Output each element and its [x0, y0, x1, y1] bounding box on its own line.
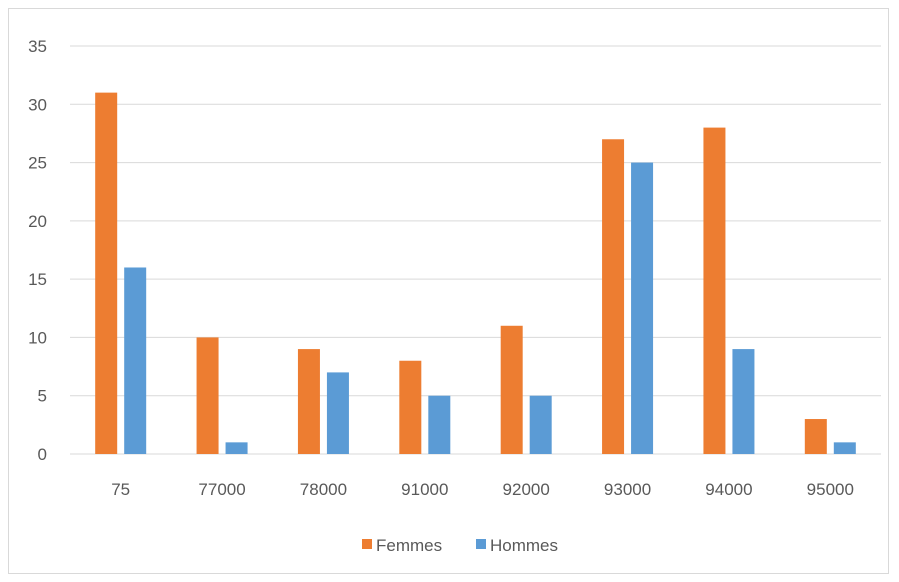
y-tick-label: 0: [38, 445, 47, 464]
x-tick-label: 75: [111, 480, 130, 499]
y-tick-label: 10: [28, 328, 47, 347]
chart-frame: [8, 8, 889, 574]
x-tick-label: 78000: [300, 480, 347, 499]
bar-hommes-75: [124, 267, 147, 454]
y-tick-label: 15: [28, 270, 47, 289]
x-tick-label: 95000: [807, 480, 854, 499]
bar-femmes-93000: [602, 139, 625, 454]
bar-femmes-91000: [399, 360, 422, 454]
x-tick-label: 92000: [503, 480, 550, 499]
gridlines: [70, 45, 881, 455]
bar-femmes-94000: [703, 127, 726, 454]
bars: [95, 92, 856, 455]
bar-hommes-94000: [732, 349, 755, 454]
bar-hommes-78000: [326, 372, 349, 454]
bar-hommes-93000: [631, 162, 654, 455]
legend-swatch-femmes: [362, 539, 372, 549]
bar-femmes-95000: [804, 419, 827, 454]
y-tick-label: 5: [38, 387, 47, 406]
x-axis-tick-labels: 75 77000 78000 91000 92000 93000 94000 95000: [111, 480, 854, 499]
x-tick-label: 93000: [604, 480, 651, 499]
bar-femmes-77000: [196, 337, 219, 454]
y-tick-label: 35: [28, 37, 47, 56]
bar-hommes-92000: [529, 395, 552, 454]
y-tick-label: 30: [28, 95, 47, 114]
x-tick-label: 94000: [705, 480, 752, 499]
legend-swatch-hommes: [476, 539, 486, 549]
y-tick-label: 25: [28, 154, 47, 173]
x-tick-label: 91000: [401, 480, 448, 499]
bar-hommes-95000: [833, 442, 856, 454]
bar-femmes-78000: [297, 349, 320, 454]
legend: Femmes Hommes: [362, 536, 558, 555]
bar-femmes-92000: [500, 325, 523, 454]
legend-label-femmes: Femmes: [376, 536, 442, 555]
legend-label-hommes: Hommes: [490, 536, 558, 555]
y-tick-label: 20: [28, 212, 47, 231]
bar-femmes-75: [95, 92, 118, 454]
bar-hommes-77000: [225, 442, 248, 454]
bar-hommes-91000: [428, 395, 451, 454]
y-axis-tick-labels: 0 5 10 15 20 25 30 35: [28, 37, 47, 464]
x-tick-label: 77000: [198, 480, 245, 499]
